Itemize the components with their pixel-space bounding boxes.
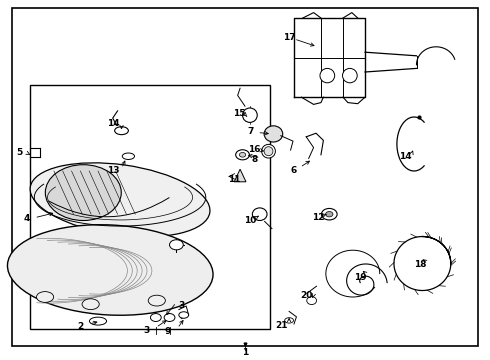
Text: 8: 8 [252, 154, 258, 163]
Text: 15: 15 [233, 109, 245, 118]
Text: 16: 16 [247, 145, 260, 154]
Ellipse shape [150, 314, 161, 321]
Ellipse shape [90, 317, 107, 325]
Text: 2: 2 [78, 323, 84, 331]
Ellipse shape [307, 297, 317, 305]
Ellipse shape [7, 225, 213, 315]
Text: 18: 18 [414, 260, 427, 269]
Text: 11: 11 [228, 175, 241, 184]
Ellipse shape [320, 68, 335, 83]
Text: 10: 10 [244, 216, 256, 225]
Ellipse shape [252, 208, 267, 220]
Ellipse shape [264, 126, 283, 142]
Text: 6: 6 [291, 166, 297, 175]
Text: 20: 20 [300, 292, 313, 300]
Text: 3: 3 [143, 326, 149, 335]
Text: 5: 5 [17, 148, 23, 157]
Ellipse shape [343, 68, 357, 83]
Text: 3: 3 [178, 301, 184, 310]
Ellipse shape [115, 127, 128, 135]
Polygon shape [234, 169, 246, 182]
Text: 21: 21 [275, 321, 288, 330]
Ellipse shape [243, 108, 257, 122]
Text: 7: 7 [247, 126, 254, 135]
Text: 14: 14 [107, 118, 120, 127]
Ellipse shape [37, 292, 54, 302]
Ellipse shape [264, 147, 273, 156]
Ellipse shape [148, 295, 166, 306]
Text: 9: 9 [165, 327, 172, 336]
Bar [30, 85, 270, 329]
Text: 14: 14 [399, 152, 412, 161]
Text: 12: 12 [312, 213, 325, 222]
Text: 13: 13 [107, 166, 120, 175]
Ellipse shape [179, 312, 189, 318]
Ellipse shape [321, 208, 337, 220]
Ellipse shape [122, 153, 135, 159]
Ellipse shape [170, 240, 183, 250]
Ellipse shape [164, 314, 175, 321]
Text: 17: 17 [283, 33, 295, 42]
Text: 19: 19 [354, 273, 367, 282]
Ellipse shape [82, 299, 99, 310]
Text: 1: 1 [242, 348, 248, 356]
Ellipse shape [262, 144, 275, 158]
Ellipse shape [326, 211, 333, 217]
Ellipse shape [30, 163, 210, 237]
Text: 4: 4 [24, 214, 30, 223]
Ellipse shape [240, 153, 246, 157]
Ellipse shape [236, 150, 249, 160]
Ellipse shape [46, 165, 122, 220]
FancyArrowPatch shape [49, 198, 169, 217]
Ellipse shape [285, 318, 294, 323]
